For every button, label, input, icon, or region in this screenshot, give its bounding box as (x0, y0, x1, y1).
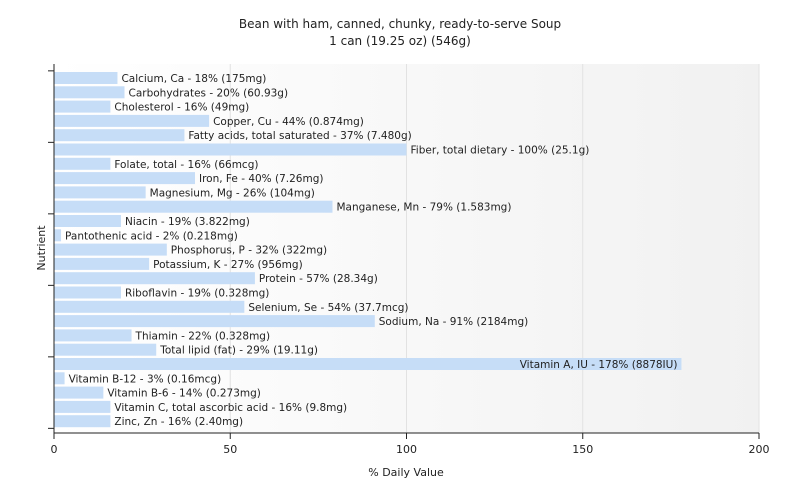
bar (54, 329, 132, 342)
bar-label: Magnesium, Mg - 26% (104mg) (150, 187, 315, 199)
bar (54, 157, 111, 170)
x-tick-label: 150 (572, 443, 593, 456)
bar (54, 229, 62, 242)
bar-label: Folate, total - 16% (66mcg) (114, 159, 258, 171)
grid-lines (229, 64, 760, 433)
bar (54, 114, 210, 127)
bar (54, 400, 111, 413)
bar-label: Potassium, K - 27% (956mg) (153, 259, 303, 271)
x-axis-title: % Daily Value (368, 466, 444, 479)
bar-label: Vitamin C, total ascorbic acid - 16% (9.… (114, 402, 347, 414)
bar-label: Vitamin B-12 - 3% (0.16mcg) (69, 373, 222, 385)
x-tick-label: 200 (749, 443, 770, 456)
y-axis-title: Nutrient (35, 225, 48, 271)
bar (54, 72, 118, 84)
chart-subtitle: 1 can (19.25 oz) (546g) (329, 34, 471, 48)
bar-label: Sodium, Na - 91% (2184mg) (379, 316, 528, 328)
bar (54, 386, 104, 399)
bar (54, 358, 682, 370)
bar-label: Vitamin B-6 - 14% (0.273mg) (107, 388, 261, 400)
bar-label: Thiamin - 22% (0.328mg) (135, 330, 271, 342)
bars: Calcium, Ca - 18% (175mg) Carbohydrates -… (54, 72, 682, 428)
bar (54, 372, 65, 385)
bar-label: Pantothenic acid - 2% (0.218mg) (65, 230, 238, 242)
bar-label: Cholesterol - 16% (49mg) (114, 102, 249, 114)
x-tick-label: 0 (51, 443, 58, 456)
bar (54, 243, 167, 256)
bar (54, 143, 407, 156)
bar-label: Total lipid (fat) - 29% (19.11g) (159, 345, 318, 357)
bar (54, 186, 146, 199)
bar (54, 215, 121, 227)
bar-label: Copper, Cu - 44% (0.874mg) (213, 116, 364, 128)
bar (54, 172, 195, 185)
bar (54, 200, 333, 213)
chart-title: Bean with ham, canned, chunky, ready-to-… (239, 17, 561, 31)
bar-label: Zinc, Zn - 16% (2.40mg) (114, 416, 243, 428)
bar (54, 415, 111, 428)
bar-label: Riboflavin - 19% (0.328mg) (125, 288, 269, 300)
bar-label: Fatty acids, total saturated - 37% (7.48… (188, 130, 411, 142)
bar-label: Manganese, Mn - 79% (1.583mg) (336, 202, 511, 214)
bar-label: Niacin - 19% (3.822mg) (125, 216, 250, 228)
bar-label: Carbohydrates - 20% (60.93g) (129, 87, 289, 99)
bar-label: Iron, Fe - 40% (7.26mg) (199, 173, 323, 185)
bar (54, 272, 255, 285)
bar-label: Phosphorus, P - 32% (322mg) (171, 245, 327, 257)
bar-label: Protein - 57% (28.34g) (259, 273, 378, 285)
bar (54, 343, 157, 356)
bar-label: Vitamin A, IU - 178% (8878IU) (520, 359, 678, 371)
bar (54, 300, 245, 313)
bar-label: Selenium, Se - 54% (37.7mcg) (248, 302, 408, 314)
bar-label: Fiber, total dietary - 100% (25.1g) (411, 145, 590, 157)
bar (54, 257, 150, 270)
bar (54, 315, 375, 328)
bar-label: Calcium, Ca - 18% (175mg) (121, 73, 266, 85)
bar (54, 86, 125, 99)
x-tick-label: 100 (396, 443, 417, 456)
x-tick-label: 50 (223, 443, 237, 456)
axes: 0 50 100 150 200 (48, 64, 770, 456)
bar (54, 129, 185, 142)
bar (54, 286, 121, 299)
bar (54, 100, 111, 113)
